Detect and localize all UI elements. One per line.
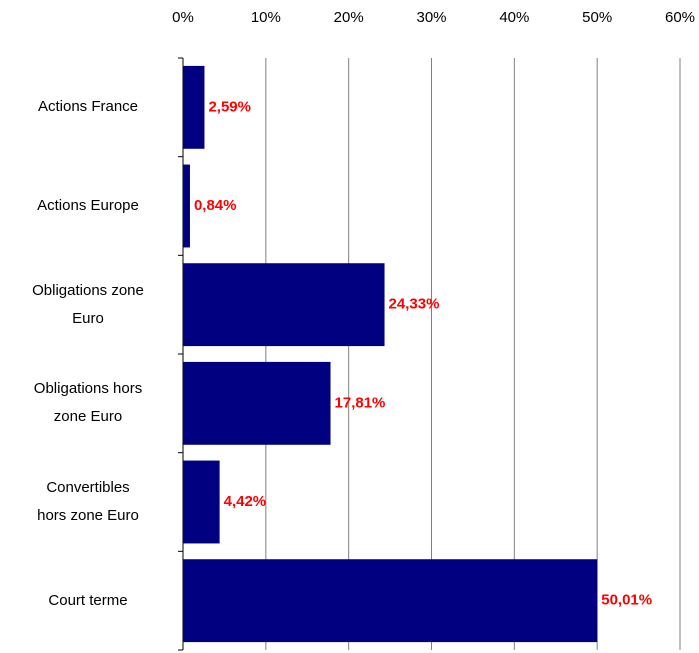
value-label: 17,81% [335, 394, 386, 411]
value-label: 24,33% [389, 296, 440, 313]
bar [183, 164, 190, 248]
x-tick-label: 10% [251, 9, 281, 26]
category-label: Obligations zone Euro [32, 281, 144, 327]
bar [183, 559, 598, 643]
category-label: Convertibles hors zone Euro [37, 479, 139, 524]
x-tick-label: 0% [172, 9, 194, 26]
value-label: 4,42% [224, 493, 267, 510]
x-tick-label: 60% [665, 9, 695, 26]
bar [183, 460, 220, 544]
category-label: Actions Europe [37, 197, 139, 214]
category-label: Court terme [48, 591, 128, 609]
category-label: Actions France [37, 98, 139, 116]
bar [183, 263, 385, 347]
value-label: 0,84% [194, 197, 237, 214]
bar [183, 361, 331, 445]
category-label: Obligations hors zone Euro [33, 380, 143, 426]
value-label: 2,59% [208, 98, 251, 115]
x-tick-label: 40% [499, 9, 529, 26]
value-label: 50,01% [601, 592, 652, 609]
bar [183, 65, 205, 149]
x-tick-label: 20% [334, 9, 364, 26]
x-tick-label: 30% [416, 9, 446, 26]
x-tick-label: 50% [582, 9, 612, 26]
